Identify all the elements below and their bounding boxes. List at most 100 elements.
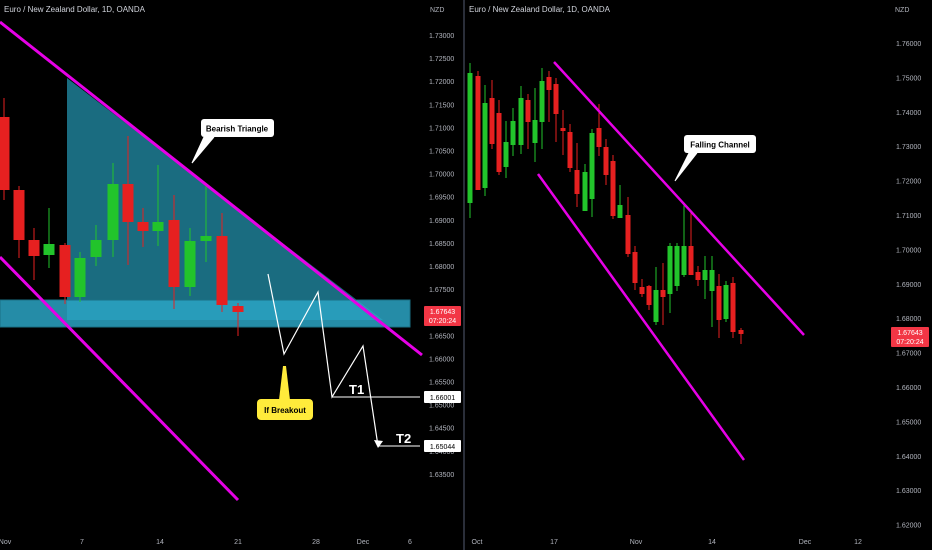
left-price-tag (424, 306, 461, 326)
right-plot-area[interactable] (465, 0, 883, 532)
candle-body (532, 120, 538, 143)
channel-lower-line (536, 173, 746, 461)
candle-body (582, 172, 588, 211)
candle-body (738, 330, 744, 334)
price-tick-label: 1.66000 (429, 356, 454, 363)
candle-body (617, 205, 623, 218)
price-tick-label: 1.63500 (429, 472, 454, 479)
price-tick-label: 1.70000 (429, 172, 454, 179)
price-tick-label: 1.76000 (896, 41, 921, 48)
price-tick-label: 1.65000 (896, 419, 921, 426)
right-price-tag (891, 327, 929, 347)
right-time-axis[interactable]: Oct 17 Nov 14 Dec 12 (472, 539, 862, 546)
candle-body (574, 170, 580, 194)
candle-body (702, 270, 708, 280)
price-tick-label: 1.72000 (429, 79, 454, 86)
candle-body (122, 184, 134, 222)
candle-body (716, 286, 722, 320)
candle-body (653, 290, 659, 322)
price-tick-label: 1.72500 (429, 56, 454, 63)
price-tick-label: 1.72000 (896, 179, 921, 186)
candle-body (525, 100, 531, 122)
candle-body (567, 132, 573, 168)
candle-body (90, 240, 102, 257)
candle-body (200, 236, 212, 241)
candle-body (674, 246, 680, 286)
left-time-axis[interactable]: Nov 7 14 21 28 Dec 6 (0, 539, 412, 546)
channel-callout-text: Falling Channel (690, 141, 750, 150)
time-tick-label: 12 (854, 539, 862, 546)
candle-body (646, 286, 652, 305)
candle-body (596, 128, 602, 147)
price-tick-label: 1.73000 (429, 33, 454, 40)
price-tick-label: 1.64000 (429, 449, 454, 456)
price-tick-label: 1.68000 (429, 264, 454, 271)
candle-body (610, 161, 616, 216)
t1-label: T1 (349, 382, 364, 397)
price-tick-label: 1.63000 (896, 488, 921, 495)
right-price-axis[interactable]: 1.76000 1.75000 1.74000 1.73000 1.72000 1.710… (896, 41, 921, 530)
time-tick-label: 7 (80, 539, 84, 546)
t2-price-tag (424, 440, 461, 452)
left-chart-title: Euro / New Zealand Dollar, 1D, OANDA (4, 5, 145, 14)
right-chart-canvas[interactable]: Falling Channel 1.760001.750001.740001.7… (465, 0, 932, 550)
pane-divider[interactable] (463, 0, 465, 550)
candle-body (43, 244, 55, 255)
right-price-tag-countdown: 07:20:24 (896, 339, 923, 346)
upper-trendline (0, 20, 423, 357)
support-zone (0, 299, 411, 328)
candle-body (496, 113, 502, 172)
channel-callout (684, 135, 756, 153)
left-price-tag-value: 1.67643 (430, 309, 455, 316)
candle-body (137, 222, 149, 231)
time-tick-label: 28 (312, 539, 320, 546)
candle-body (695, 272, 701, 280)
candle-body (74, 258, 86, 297)
channel-callout-pointer (674, 152, 698, 182)
time-tick-label: Dec (799, 539, 812, 546)
left-chart-canvas[interactable]: T1 T2 Bearish Triangle If Breakout 1.730… (0, 0, 463, 550)
triangle-callout-pointer (191, 136, 215, 164)
candle-body (216, 236, 228, 305)
right-chart-pane[interactable]: Falling Channel 1.76000 1.75000 1.74000 1.7… (465, 0, 932, 550)
price-tick-label: 1.73000 (896, 144, 921, 151)
right-price-tag-value: 1.67643 (897, 330, 922, 337)
price-tick-label: 1.62000 (896, 523, 921, 530)
candle-body (709, 270, 715, 291)
candle-body (625, 215, 631, 254)
price-tick-label: 1.67500 (429, 287, 454, 294)
candle-body (589, 133, 595, 199)
breakout-callout-text: If Breakout (264, 406, 306, 415)
price-tick-label: 1.68500 (429, 241, 454, 248)
price-tick-label: 1.70000 (896, 247, 921, 254)
price-tick-label: 1.69000 (429, 218, 454, 225)
price-tick-label: 1.65000 (429, 403, 454, 410)
candle-body (503, 142, 509, 167)
candle-body (632, 252, 638, 283)
t2-price-tag-value: 1.65044 (430, 444, 455, 451)
triangle-callout (201, 119, 274, 137)
candle-body (489, 98, 495, 144)
price-tick-label: 1.66500 (429, 333, 454, 340)
candle-body (475, 76, 481, 190)
left-chart-pane[interactable]: T1 T2 Bearish Triangle If Breakout 1.730… (0, 0, 463, 550)
price-tick-label: 1.74000 (896, 110, 921, 117)
right-candles (467, 63, 744, 344)
candle-body (660, 290, 666, 297)
time-tick-label: Dec (357, 539, 370, 546)
left-price-axis[interactable]: 1.73000 1.72500 1.72000 1.71500 1.71000 1.705… (429, 33, 454, 479)
candle-body (13, 190, 25, 240)
candle-body (560, 128, 566, 131)
candle-body (168, 220, 180, 287)
candle-body (553, 84, 559, 114)
candle-body (510, 121, 516, 145)
time-tick-label: Nov (0, 539, 12, 546)
right-currency-label: NZD (895, 7, 909, 14)
price-tick-label: 1.71000 (896, 213, 921, 220)
left-candles (0, 98, 244, 336)
price-tick-label: 1.75000 (896, 75, 921, 82)
projection-arrow (374, 440, 383, 448)
time-tick-label: Oct (472, 539, 483, 546)
candle-body (723, 285, 729, 319)
candle-body (681, 246, 687, 275)
